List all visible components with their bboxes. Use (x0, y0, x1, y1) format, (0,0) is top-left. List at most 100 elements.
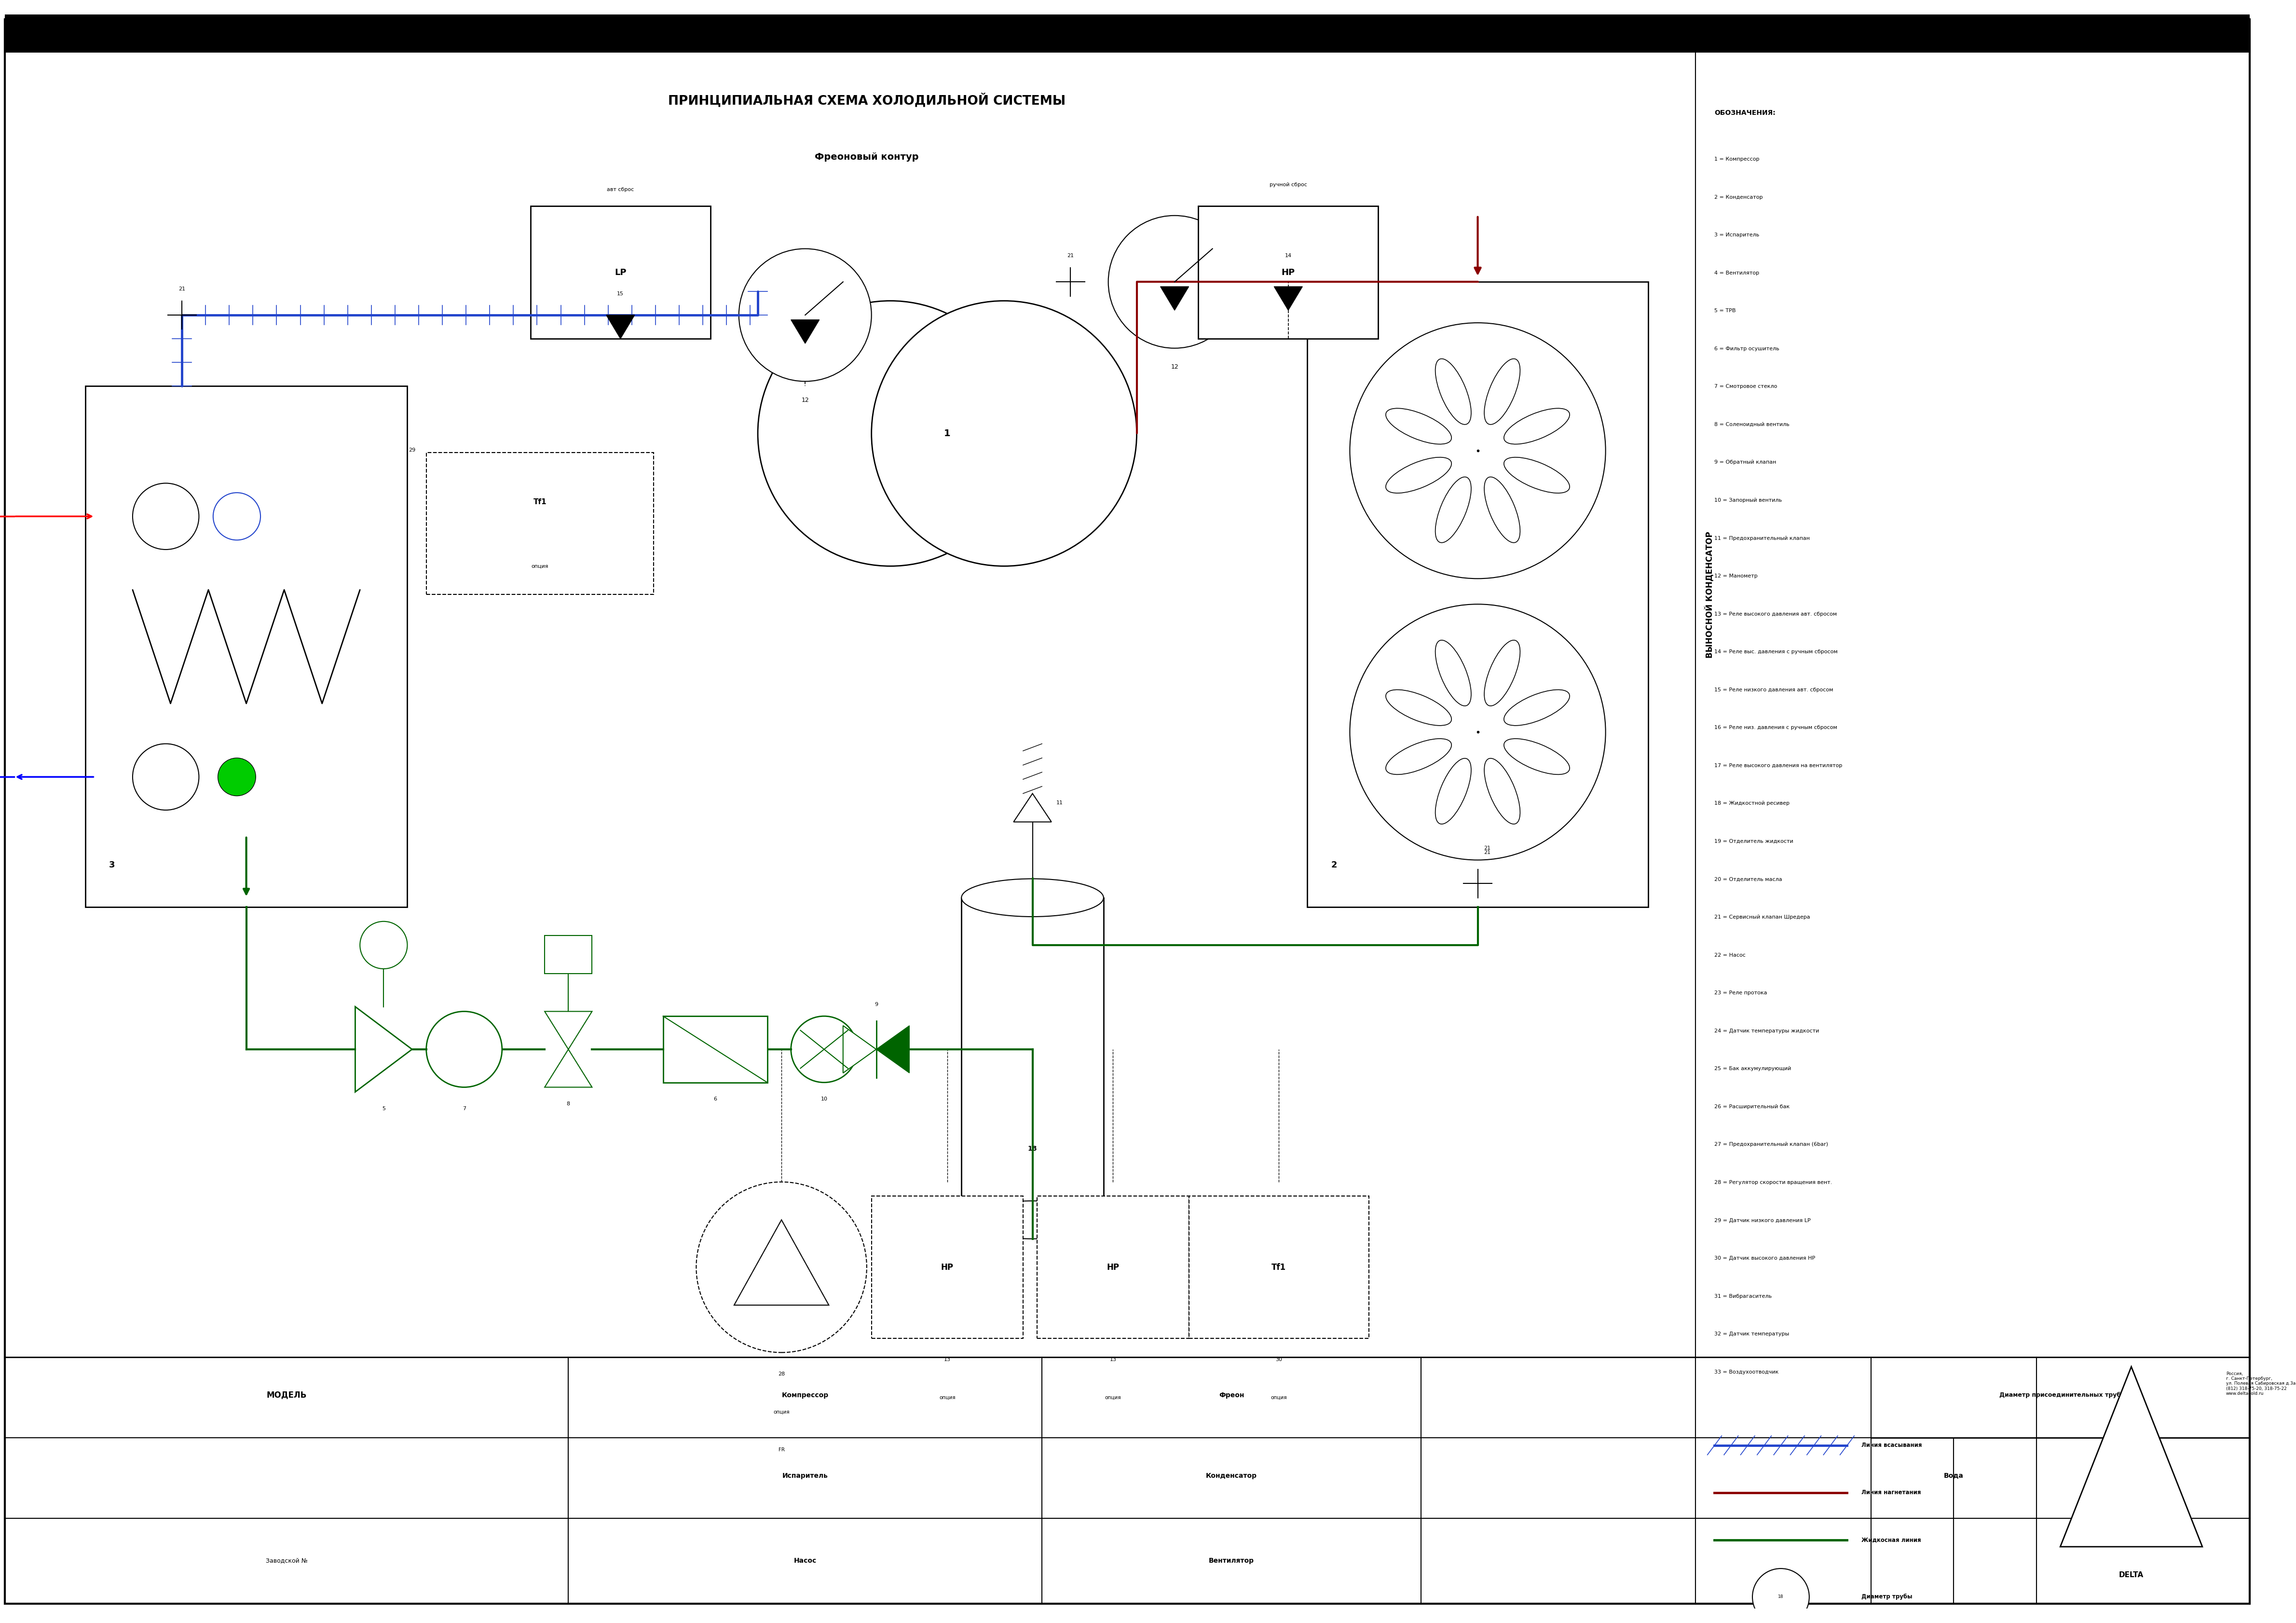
Text: ПРИНЦИПИАЛЬНАЯ СХЕМА ХОЛОДИЛЬНОЙ СИСТЕМЫ: ПРИНЦИПИАЛЬНАЯ СХЕМА ХОЛОДИЛЬНОЙ СИСТЕМЫ (668, 93, 1065, 107)
Circle shape (133, 484, 200, 550)
Ellipse shape (1435, 758, 1472, 824)
Bar (1189, 1196, 1368, 1339)
Text: 26 = Расширительный бак: 26 = Расширительный бак (1715, 1104, 1791, 1109)
Text: 5: 5 (381, 1107, 386, 1112)
Circle shape (427, 1011, 503, 1087)
Text: опция: опция (1104, 1396, 1120, 1401)
Text: 15 = Реле низкого давления авт. сбросом: 15 = Реле низкого давления авт. сбросом (1715, 688, 1835, 691)
Text: Компрессор: Компрессор (781, 1393, 829, 1399)
Ellipse shape (1387, 738, 1451, 774)
Text: 23 = Реле протока: 23 = Реле протока (1715, 990, 1768, 995)
Text: ВЫНОСНОЙ КОНДЕНСАТОР: ВЫНОСНОЙ КОНДЕНСАТОР (1706, 531, 1715, 657)
Polygon shape (790, 320, 820, 344)
Text: 8 = Соленоидный вентиль: 8 = Соленоидный вентиль (1715, 422, 1789, 427)
Polygon shape (544, 1011, 592, 1050)
Polygon shape (735, 1220, 829, 1305)
Text: 30: 30 (1274, 1357, 1281, 1362)
Circle shape (872, 300, 1137, 566)
Text: ОБОЗНАЧЕНИЯ:: ОБОЗНАЧЕНИЯ: (1715, 109, 1775, 117)
Text: 20 = Отделитель масла: 20 = Отделитель масла (1715, 876, 1782, 881)
Text: Испаритель: Испаритель (783, 1472, 829, 1479)
Text: 1 = Компрессор: 1 = Компрессор (1715, 157, 1759, 162)
Ellipse shape (962, 1201, 1104, 1238)
Text: опция: опция (939, 1396, 955, 1401)
Text: 9 = Обратный клапан: 9 = Обратный клапан (1715, 459, 1777, 464)
Text: 30 = Датчик высокого давления HP: 30 = Датчик высокого давления HP (1715, 1256, 1816, 1261)
Circle shape (1109, 216, 1240, 349)
Text: 18 = Жидкостной ресивер: 18 = Жидкостной ресивер (1715, 802, 1791, 807)
Text: 5 = ТРВ: 5 = ТРВ (1715, 308, 1736, 313)
Circle shape (1350, 604, 1605, 860)
Text: HP: HP (1107, 1263, 1118, 1271)
Circle shape (214, 493, 259, 540)
Text: Линия нагнетания: Линия нагнетания (1862, 1490, 1922, 1496)
Bar (85, 386, 406, 907)
Text: 13: 13 (944, 1357, 951, 1362)
Text: 29 = Датчик низкого давления LP: 29 = Датчик низкого давления LP (1715, 1217, 1812, 1222)
Polygon shape (877, 1026, 909, 1073)
Text: Насос: Насос (794, 1558, 817, 1565)
Bar (1306, 282, 1649, 907)
Text: DELTA: DELTA (2119, 1571, 2144, 1579)
Bar (427, 453, 654, 594)
Text: 9: 9 (875, 1001, 877, 1006)
Text: 31 = Вибрагаситель: 31 = Вибрагаситель (1715, 1294, 1773, 1298)
Text: 17 = Реле высокого давления на вентилятор: 17 = Реле высокого давления на вентилято… (1715, 763, 1841, 768)
Polygon shape (356, 1006, 411, 1092)
Text: Линия всасывания: Линия всасывания (1862, 1443, 1922, 1448)
Text: 12: 12 (801, 398, 808, 404)
Text: 18: 18 (1777, 1595, 1784, 1599)
Text: МОДЕЛЬ: МОДЕЛЬ (266, 1391, 308, 1399)
Text: 28: 28 (778, 1371, 785, 1376)
Ellipse shape (1387, 458, 1451, 493)
Bar (5, 15, 2250, 52)
Text: Россия,
г. Санкт-Петербург,
ул. Полевая Сабировская д.3а
(812) 318-75-20, 318-75: Россия, г. Санкт-Петербург, ул. Полевая … (2227, 1371, 2296, 1396)
Text: 11 = Предохранительный клапан: 11 = Предохранительный клапан (1715, 536, 1809, 540)
Text: 12 = Манометр: 12 = Манометр (1715, 573, 1759, 578)
Bar (530, 206, 709, 339)
Text: Жидкосная линия: Жидкосная линия (1862, 1537, 1922, 1543)
Text: опция: опция (1270, 1396, 1286, 1401)
Circle shape (790, 1016, 856, 1083)
Text: 21: 21 (179, 287, 186, 292)
Text: 11: 11 (1056, 800, 1063, 805)
Text: 27 = Предохранительный клапан (6bar): 27 = Предохранительный клапан (6bar) (1715, 1143, 1828, 1147)
Ellipse shape (1504, 690, 1570, 725)
Text: FR: FR (778, 1448, 785, 1453)
Polygon shape (2060, 1367, 2202, 1547)
Text: 10 = Запорный вентиль: 10 = Запорный вентиль (1715, 498, 1782, 503)
Text: Tf1: Tf1 (533, 498, 546, 506)
Text: 3 = Испаритель: 3 = Испаритель (1715, 232, 1759, 237)
Text: 32 = Датчик температуры: 32 = Датчик температуры (1715, 1331, 1789, 1336)
Ellipse shape (1387, 690, 1451, 725)
Text: 21: 21 (1483, 850, 1490, 855)
Text: 1: 1 (944, 428, 951, 438)
Text: Диаметр трубы: Диаметр трубы (1862, 1594, 1913, 1600)
Ellipse shape (1435, 477, 1472, 542)
Ellipse shape (962, 878, 1104, 917)
Text: 25 = Бак аккумулирующий: 25 = Бак аккумулирующий (1715, 1066, 1791, 1071)
Circle shape (758, 300, 1024, 566)
Text: 21: 21 (1483, 846, 1490, 850)
Text: 7: 7 (461, 1107, 466, 1112)
Text: 6 = Фильтр осушитель: 6 = Фильтр осушитель (1715, 346, 1779, 351)
Text: 13: 13 (1109, 1357, 1116, 1362)
Text: Вода: Вода (1945, 1472, 1963, 1479)
Text: Tf1: Tf1 (1272, 1263, 1286, 1271)
Circle shape (696, 1182, 866, 1352)
Text: 10: 10 (820, 1097, 827, 1102)
Text: Заводской №: Заводской № (266, 1558, 308, 1565)
Circle shape (218, 758, 255, 795)
Polygon shape (544, 1050, 592, 1087)
Ellipse shape (1435, 359, 1472, 425)
Text: HP: HP (1281, 268, 1295, 278)
Circle shape (739, 248, 872, 381)
Circle shape (360, 922, 406, 969)
Polygon shape (843, 1026, 877, 1073)
Text: 21 = Сервисный клапан Шредера: 21 = Сервисный клапан Шредера (1715, 915, 1809, 920)
Text: 22 = Насос: 22 = Насос (1715, 953, 1745, 958)
Text: 14: 14 (1286, 253, 1293, 258)
Text: авт сброс: авт сброс (606, 187, 634, 192)
Polygon shape (1159, 287, 1189, 310)
Text: 29: 29 (409, 448, 416, 453)
